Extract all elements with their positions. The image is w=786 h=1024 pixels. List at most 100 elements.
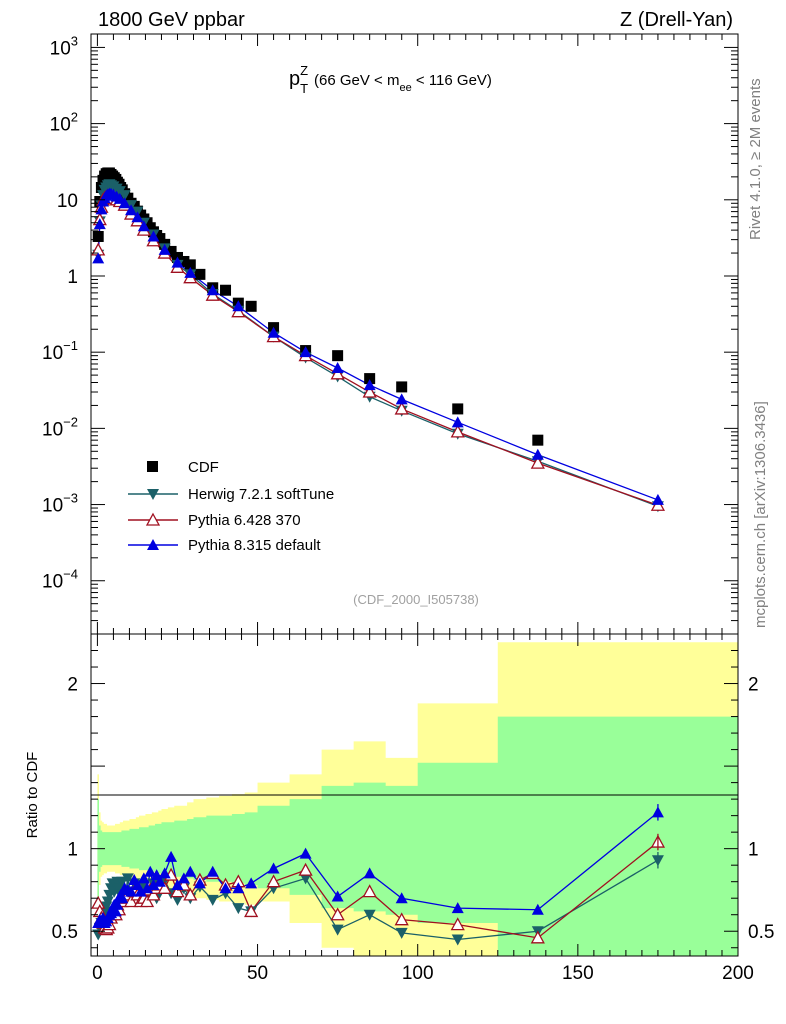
cdf-point — [184, 259, 196, 271]
main-point-pythia-8-315-default — [267, 326, 280, 338]
ratio-point-pythia-6-428-370 — [244, 904, 259, 918]
main-line-herwig-7-2-1-softtune — [97, 183, 659, 507]
ratio-point-pythia-6-428-370 — [146, 887, 161, 901]
ratio-point-pythia-8-315-default — [109, 905, 122, 917]
main-point-pythia-8-315-default — [299, 346, 312, 358]
ratio-frame — [90, 633, 739, 957]
ratio-point-herwig-7-2-1-softtune — [121, 873, 134, 885]
title-ee: ee — [399, 82, 411, 94]
main-point-pythia-6-428-370 — [362, 384, 377, 398]
legend-entry-pythia6: Pythia 6.428 370 — [128, 512, 301, 529]
ratio-point-herwig-7-2-1-softtune — [101, 896, 114, 908]
tick-base: 10 — [42, 572, 63, 593]
ratio-point-herwig-7-2-1-softtune — [331, 924, 344, 936]
ratio-point-pythia-8-315-default — [331, 890, 344, 902]
ratio-point-pythia-8-315-default — [219, 882, 232, 894]
ratio-point-herwig-7-2-1-softtune — [451, 934, 464, 946]
tick-exp: −1 — [63, 338, 78, 353]
cdf-point — [245, 300, 257, 312]
title-range-a: (66 GeV < m — [314, 72, 399, 89]
ratio-point-pythia-6-428-370 — [157, 880, 172, 894]
tick-exp: 3 — [71, 33, 78, 48]
ratio-point-pythia-6-428-370 — [450, 917, 465, 931]
tick-base: 10 — [42, 496, 63, 517]
cdf-point — [178, 255, 190, 267]
y-tick-label-ratio-right: 1 — [748, 840, 759, 861]
title-sup: Z — [300, 63, 308, 78]
main-point-pythia-8-315-default — [206, 284, 219, 296]
legend-entry-pythia8: Pythia 8.315 default — [128, 537, 321, 554]
main-point-pythia-8-315-default — [92, 252, 105, 264]
ratio-point-pythia-6-428-370 — [139, 894, 155, 908]
tick-exp: 2 — [71, 110, 78, 125]
ratio-point-pythia-6-428-370 — [298, 862, 313, 876]
legend-pythia6-label: Pythia 6.428 370 — [188, 512, 301, 529]
rivet-label: Rivet 4.1.0, ≥ 2M events — [747, 78, 764, 240]
tick-exp: −2 — [63, 414, 78, 429]
legend-entry-herwig: Herwig 7.2.1 softTune — [128, 486, 334, 503]
legend-herwig-label: Herwig 7.2.1 softTune — [188, 486, 334, 503]
tick-base: 10 — [42, 419, 63, 440]
title-p: p — [289, 68, 300, 90]
y-tick-label-main: 10−3 — [42, 491, 78, 517]
x-tick-label: 0 — [92, 963, 103, 984]
cdf-point — [332, 350, 344, 362]
plot-title: pZ T (66 GeV < mee < 116 GeV) — [289, 63, 492, 96]
main-point-pythia-8-315-default — [363, 379, 376, 391]
main-point-pythia-8-315-default — [93, 218, 106, 230]
main-line-pythia-8-315-default — [97, 193, 659, 501]
tick-base: 10 — [50, 38, 71, 59]
main-point-pythia-8-315-default — [95, 203, 108, 215]
main-point-pythia-6-428-370 — [394, 401, 409, 415]
axes: 0 50 100 150 20010310210110−110−210−310−40.5… — [42, 33, 774, 984]
ratio-point-pythia-8-315-default — [451, 902, 464, 914]
main-point-pythia-8-315-default — [395, 393, 408, 405]
main-point-pythia-6-428-370 — [330, 366, 345, 380]
main-series-lines — [97, 183, 659, 507]
cdf-point — [532, 434, 544, 446]
ratio-point-herwig-7-2-1-softtune — [206, 894, 219, 906]
main-point-pythia-8-315-default — [651, 493, 664, 505]
x-tick-label: 50 — [247, 963, 268, 984]
ratio-point-herwig-7-2-1-softtune — [363, 909, 376, 921]
ratio-markers — [91, 804, 666, 946]
main-point-pythia-8-315-default — [137, 220, 150, 232]
main-line-pythia-6-428-370 — [97, 195, 659, 506]
cdf-point — [92, 230, 104, 242]
y-tick-label-main: 10−1 — [42, 338, 78, 364]
main-point-pythia-8-315-default — [171, 256, 184, 268]
cdf-point — [165, 245, 177, 257]
mcplots-label: mcplots.cern.ch [arXiv:1306.3436] — [752, 401, 769, 628]
tick-exp: −4 — [63, 567, 78, 582]
ratio-point-pythia-6-428-370 — [530, 930, 545, 944]
ratio-point-herwig-7-2-1-softtune — [395, 927, 408, 939]
ratio-point-pythia-6-428-370 — [266, 874, 281, 888]
ratio-point-pythia-8-315-default — [193, 877, 206, 889]
ratio-point-pythia-8-315-default — [206, 865, 219, 877]
cdf-point — [194, 268, 206, 280]
tick-base: 10 — [50, 115, 71, 136]
cdf-point — [364, 373, 376, 385]
tick-base: 10 — [42, 343, 63, 364]
ratio-point-pythia-8-315-default — [531, 903, 544, 915]
ratio-point-pythia-8-315-default — [299, 847, 312, 859]
legend: CDF Herwig 7.2.1 softTune Pythia 6.428 3… — [128, 459, 334, 554]
main-point-pythia-8-315-default — [451, 416, 464, 428]
ratio-point-pythia-8-315-default — [147, 878, 160, 890]
analysis-watermark: (CDF_2000_I505738) — [353, 592, 479, 607]
ratio-ylabel: Ratio to CDF — [24, 752, 41, 839]
ratio-point-pythia-8-315-default — [363, 867, 376, 879]
y-tick-label-main: 102 — [50, 110, 78, 136]
title-range-b: < 116 GeV) — [412, 72, 492, 89]
ratio-point-pythia-6-428-370 — [123, 894, 139, 908]
ratio-point-pythia-8-315-default — [232, 882, 245, 894]
ratio-point-pythia-8-315-default — [177, 872, 190, 884]
main-point-pythia-8-315-default — [184, 266, 197, 278]
title-sub: T — [300, 81, 308, 96]
main-point-pythia-8-315-default — [125, 204, 138, 216]
legend-pythia8-marker — [147, 539, 159, 550]
main-point-herwig-7-2-1-softtune — [118, 190, 131, 202]
main-point-pythia-8-315-default — [531, 448, 544, 460]
y-tick-label-ratio-left: 2 — [67, 675, 78, 696]
